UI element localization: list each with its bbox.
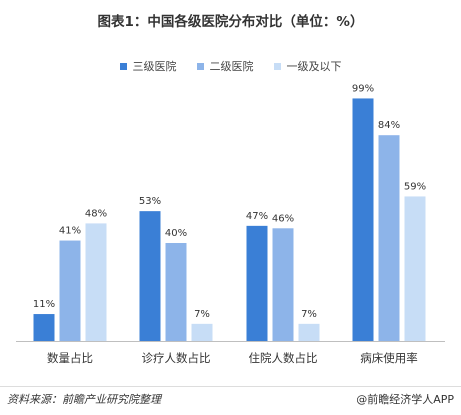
data-label-3-0: 99% [352,83,374,94]
x-tick-label-1: 诊疗人数占比 [142,351,211,365]
data-label-2-1: 46% [272,213,294,224]
bar-3-1 [378,135,400,341]
legend-item-0: 三级医院 [119,58,177,74]
bar-1-1 [165,243,187,341]
bar-3-2 [404,196,426,341]
legend-item-1: 二级医院 [196,58,254,74]
footer-divider [0,386,461,387]
bar-2-1 [272,228,294,341]
legend-label-0: 三级医院 [132,60,177,73]
legend-label-2: 一级及以下 [286,60,342,73]
bar-1-0 [139,211,161,341]
bar-0-0 [33,314,55,341]
legend-swatch-1 [196,62,204,70]
data-label-0-1: 41% [59,226,81,237]
data-label-1-1: 40% [165,228,187,239]
data-label-3-1: 84% [378,120,400,131]
data-label-0-2: 48% [85,208,107,219]
legend-label-1: 二级医院 [209,60,254,73]
bar-2-2 [298,323,320,341]
source-note: 资料来源：前瞻产业研究院整理 [7,393,161,406]
data-label-1-0: 53% [139,196,161,207]
bar-chart: 11% 41% 48% 数量占比 53% 40% 7% 诊疗人数占比 47% 46% 7% 住院人数占… [16,83,445,365]
bar-1-2 [191,323,213,341]
x-tick-label-3: 病床使用率 [360,351,418,365]
legend-swatch-2 [273,62,281,70]
legend-swatch-0 [119,62,127,70]
x-tick-label-2: 住院人数占比 [249,351,318,365]
bar-0-1 [59,240,81,341]
bar-0-2 [85,223,107,341]
data-label-0-0: 11% [33,299,55,310]
data-label-2-2: 7% [301,309,317,320]
data-label-1-2: 7% [194,309,210,320]
legend-item-2: 一级及以下 [273,58,342,74]
x-tick-label-0: 数量占比 [47,351,93,365]
brand-watermark: @前瞻经济学人APP [356,393,454,406]
data-label-2-0: 47% [246,211,268,222]
bar-2-0 [246,225,268,341]
chart-title: 图表1：中国各级医院分布对比（单位：%） [97,14,364,30]
data-label-3-2: 59% [404,181,426,192]
bar-3-0 [352,98,374,341]
chart-legend: 三级医院 二级医院 一级及以下 [0,58,461,74]
